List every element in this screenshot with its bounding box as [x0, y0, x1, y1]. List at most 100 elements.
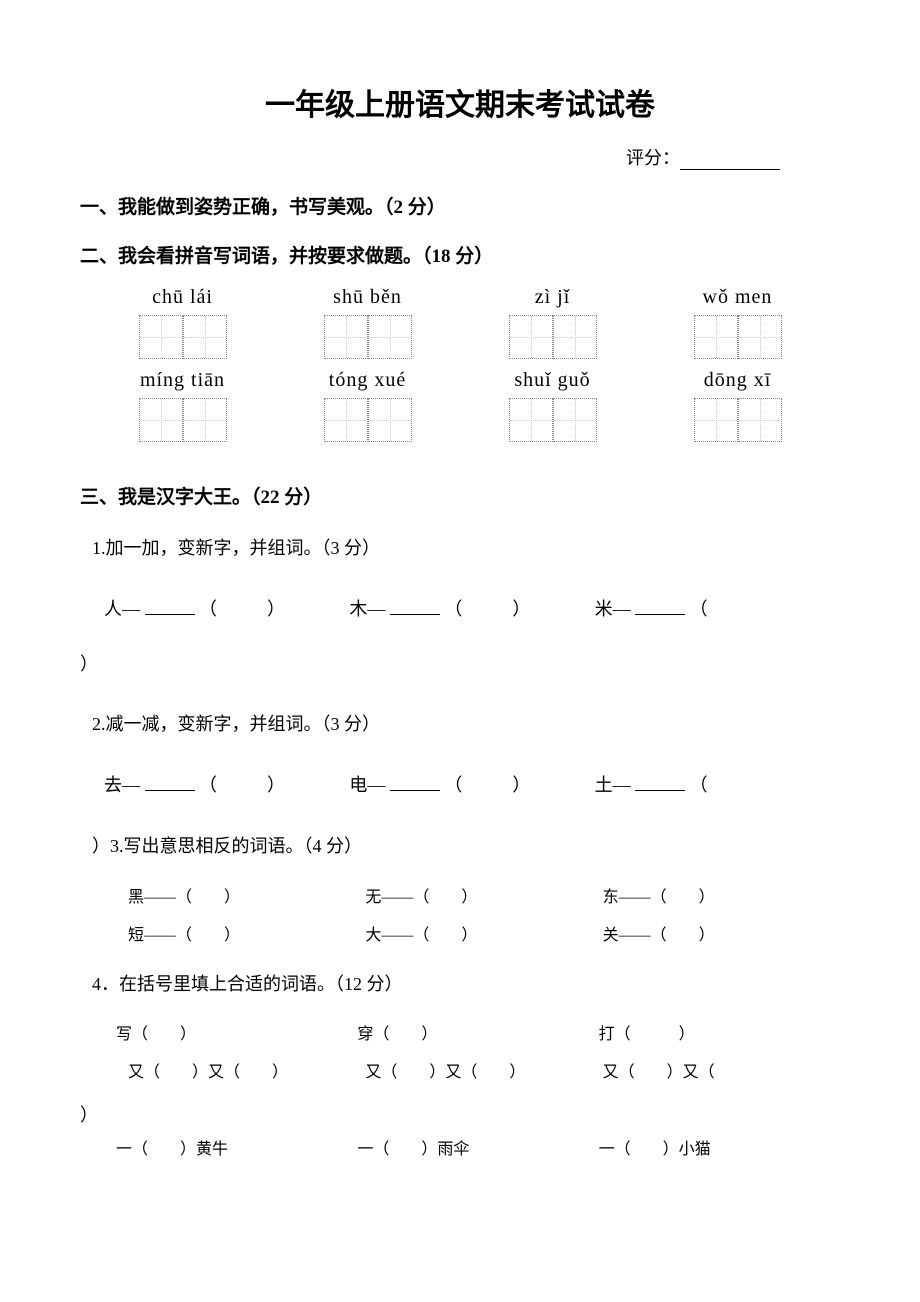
pinyin-item: shū běn	[288, 286, 448, 359]
paren-open: （	[690, 775, 708, 795]
pinyin-text: chū lái	[103, 286, 263, 309]
pinyin-text: tóng xué	[288, 369, 448, 392]
q3-sub1: 1.加一加，变新字，并组词。（3 分）	[80, 527, 840, 570]
blank	[635, 614, 685, 615]
char-box	[368, 398, 412, 442]
q3-sub3-row1: 黑——（ ） 无——（ ） 东——（ ）	[80, 883, 840, 907]
pinyin-item: zì jǐ	[473, 286, 633, 359]
paren-close: ）	[267, 775, 285, 795]
pinyin-text: shū běn	[288, 286, 448, 309]
q3-sub1-a: 人— （ ）	[104, 588, 349, 631]
q3-sub1-b: 木— （）	[349, 588, 594, 631]
char-box	[183, 315, 227, 359]
q3-sub4: 4．在括号里填上合适的词语。（12 分）	[80, 963, 840, 1006]
q3-sub1-line: 人— （） 木— （） 米— （	[80, 588, 840, 631]
q3-sub4-row3: 一（ ）黄牛 一（ ）雨伞 一（ ）小猫	[80, 1135, 840, 1159]
char-box-pair	[658, 315, 818, 359]
fill-b: 穿（ ）	[357, 1020, 598, 1044]
pinyin-text: shuǐ guǒ	[473, 369, 633, 392]
char-box	[738, 398, 782, 442]
pinyin-text: dōng xī	[658, 369, 818, 392]
pinyin-text: wǒ men	[658, 286, 818, 309]
char-box	[139, 398, 183, 442]
section-2-heading: 二、我会看拼音写词语，并按要求做题。（18 分）	[80, 241, 840, 268]
blank	[635, 790, 685, 791]
char-box	[553, 315, 597, 359]
blank	[145, 614, 195, 615]
antonym-a: 短——（ ）	[128, 921, 365, 945]
blank	[390, 790, 440, 791]
char-box-pair	[288, 315, 448, 359]
antonym-c: 东——（ ）	[603, 883, 840, 907]
q3-sub2: 2.减一减，变新字，并组词。（3 分）	[80, 703, 840, 746]
paren-open: （	[690, 599, 708, 619]
paren-open: （	[199, 775, 217, 795]
pinyin-item: chū lái	[103, 286, 263, 359]
paren-open: （	[199, 599, 217, 619]
pinyin-item: shuǐ guǒ	[473, 369, 633, 442]
fill-a: 写（ ）	[116, 1020, 357, 1044]
paren-close: ）	[512, 775, 530, 795]
char-box-pair	[288, 398, 448, 442]
char-box	[738, 315, 782, 359]
paren-close: ）	[267, 599, 285, 619]
pinyin-item: dōng xī	[658, 369, 818, 442]
pinyin-row-2: míng tiān tóng xué shuǐ guǒ dōng xī	[80, 369, 840, 442]
antonym-c: 关——（ ）	[603, 921, 840, 945]
score-line: 评分：	[80, 144, 840, 170]
item-text: 土—	[595, 775, 636, 795]
item-text: 木—	[349, 599, 390, 619]
char-box-pair	[103, 398, 263, 442]
fill-c: 一（ ）小猫	[599, 1135, 840, 1159]
item-text: 人—	[104, 599, 145, 619]
fill-b: 一（ ）雨伞	[357, 1135, 598, 1159]
char-box	[694, 315, 738, 359]
fill-c: 又（ ）又（	[603, 1058, 840, 1082]
pinyin-row-1: chū lái shū běn zì jǐ wǒ men	[80, 286, 840, 359]
item-text: 电—	[349, 775, 390, 795]
q3-sub4-row1: 写（ ） 穿（ ） 打（ ）	[80, 1020, 840, 1044]
char-box-pair	[658, 398, 818, 442]
fill-c: 打（ ）	[599, 1020, 840, 1044]
pinyin-text: míng tiān	[103, 369, 263, 392]
pinyin-item: míng tiān	[103, 369, 263, 442]
char-box	[368, 315, 412, 359]
char-box	[324, 398, 368, 442]
char-box-pair	[473, 398, 633, 442]
paren-close: ）	[512, 599, 530, 619]
antonym-b: 大——（ ）	[365, 921, 602, 945]
char-box-pair	[473, 315, 633, 359]
page-title: 一年级上册语文期末考试试卷	[80, 80, 840, 124]
char-box	[509, 315, 553, 359]
hanging-paren: ）	[80, 645, 840, 685]
item-text: 米—	[595, 599, 636, 619]
q3-sub2-c: 土— （	[595, 764, 840, 807]
char-box	[553, 398, 597, 442]
char-box	[324, 315, 368, 359]
antonym-b: 无——（ ）	[365, 883, 602, 907]
fill-b: 又（ ）又（ ）	[365, 1058, 602, 1082]
char-box-pair	[103, 315, 263, 359]
blank	[390, 614, 440, 615]
fill-a: 又（ ）又（ ）	[128, 1058, 365, 1082]
q3-sub3-row2: 短——（ ） 大——（ ） 关——（ ）	[80, 921, 840, 945]
hanging-paren: ）	[80, 1096, 840, 1136]
score-label: 评分：	[626, 148, 680, 168]
q3-sub1-c: 米— （	[595, 588, 840, 631]
q3-sub4-row2: 又（ ）又（ ） 又（ ）又（ ） 又（ ）又（	[80, 1058, 840, 1082]
q3-sub3: ）3.写出意思相反的词语。（4 分）	[80, 825, 840, 868]
char-box	[183, 398, 227, 442]
score-blank	[680, 169, 780, 170]
section-3-heading: 三、我是汉字大王。（22 分）	[80, 482, 840, 509]
char-box	[694, 398, 738, 442]
q3-sub2-b: 电— （ ）	[349, 764, 594, 807]
fill-a: 一（ ）黄牛	[116, 1135, 357, 1159]
item-text: 去—	[104, 775, 145, 795]
blank	[145, 790, 195, 791]
q3-sub2-a: 去— （ ）	[104, 764, 349, 807]
paren-open: （	[444, 775, 462, 795]
pinyin-item: tóng xué	[288, 369, 448, 442]
pinyin-text: zì jǐ	[473, 286, 633, 309]
antonym-a: 黑——（ ）	[128, 883, 365, 907]
q3-sub2-line: 去— （ ） 电— （ ） 土— （	[80, 764, 840, 807]
